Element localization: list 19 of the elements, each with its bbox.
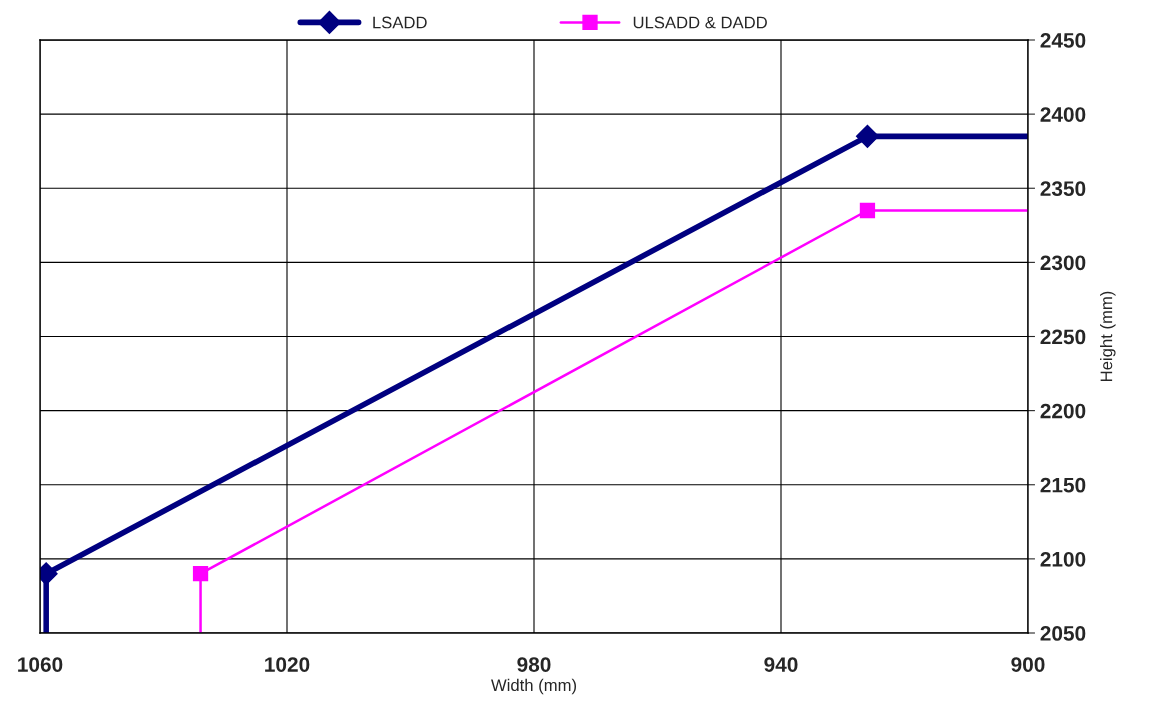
x-axis-title: Width (mm) <box>491 678 577 695</box>
y-tick-label: 2450 <box>1040 33 1086 48</box>
y-tick-label: 2100 <box>1040 551 1086 567</box>
legend-label: ULSADD & DADD <box>633 16 767 29</box>
y-axis-title: Height (mm) <box>1100 291 1116 381</box>
y-tick-label: 2150 <box>1040 477 1086 493</box>
y-tick-label: 2250 <box>1040 329 1086 345</box>
legend-label: LSADD <box>373 16 427 29</box>
y-tick-label: 2350 <box>1040 181 1086 197</box>
x-tick-label: 940 <box>764 657 798 672</box>
y-tick-label: 2300 <box>1040 255 1086 271</box>
y-tick-label: 2200 <box>1040 403 1086 419</box>
y-tick-label: 2050 <box>1040 626 1086 641</box>
x-tick-label: 1020 <box>265 657 310 672</box>
x-tick-label: 900 <box>1011 657 1045 672</box>
y-tick-label: 2400 <box>1040 107 1086 122</box>
x-tick-label: 980 <box>517 657 551 672</box>
point <box>859 202 876 219</box>
x-tick-label: 1060 <box>18 657 63 672</box>
